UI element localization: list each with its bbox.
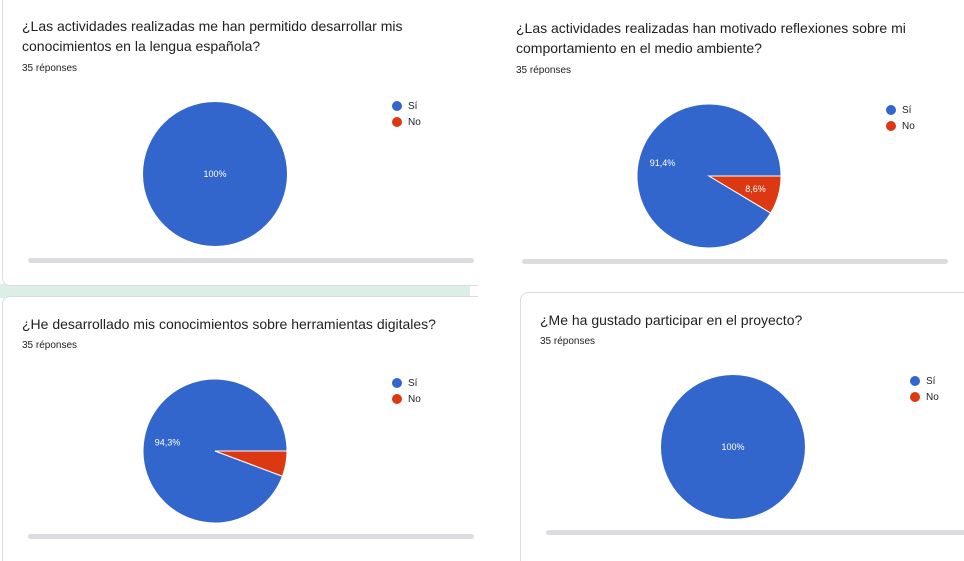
legend-label: No bbox=[926, 391, 939, 403]
pie-slice-si bbox=[661, 375, 805, 519]
question-title: ¿Las actividades realizadas han motivado… bbox=[516, 20, 906, 56]
chart-legend: Sí No bbox=[886, 102, 915, 134]
pie-chart: 91,4% 8,6% bbox=[636, 103, 782, 249]
horizontal-scrollbar[interactable] bbox=[546, 530, 964, 535]
pie-slice-label: 100% bbox=[721, 442, 744, 452]
pie-slice-label: 8,6% bbox=[745, 184, 766, 194]
legend-item-no: No bbox=[886, 118, 915, 134]
legend-swatch bbox=[886, 105, 896, 115]
horizontal-scrollbar[interactable] bbox=[28, 534, 474, 539]
legend-label: Sí bbox=[408, 377, 418, 389]
pie-slice-no bbox=[707, 175, 782, 214]
chart-legend: Sí No bbox=[910, 373, 939, 405]
legend-label: No bbox=[902, 120, 915, 132]
legend-label: Sí bbox=[902, 104, 912, 116]
legend-swatch bbox=[910, 392, 920, 402]
pie-slice-no bbox=[214, 450, 288, 477]
response-count: 35 réponses bbox=[22, 63, 78, 74]
pie-slice-si bbox=[143, 102, 287, 246]
legend-item-si: Sí bbox=[392, 375, 421, 391]
legend-swatch bbox=[392, 378, 402, 388]
legend-swatch bbox=[392, 101, 402, 111]
pie-slice-label: 100% bbox=[203, 169, 226, 179]
legend-item-no: No bbox=[910, 389, 939, 405]
question-title: ¿Las actividades realizadas me han permi… bbox=[22, 18, 403, 54]
response-count: 35 réponses bbox=[540, 336, 596, 347]
legend-swatch bbox=[886, 121, 896, 131]
chart-legend: Sí No bbox=[392, 98, 421, 130]
legend-label: Sí bbox=[926, 375, 936, 387]
page-background-strip bbox=[0, 284, 470, 298]
legend-item-no: No bbox=[392, 114, 421, 130]
legend-label: Sí bbox=[408, 100, 418, 112]
legend-item-si: Sí bbox=[886, 102, 915, 118]
pie-chart: 94,3% bbox=[142, 378, 288, 524]
pie-slice-label: 94,3% bbox=[155, 437, 181, 447]
legend-label: No bbox=[408, 116, 421, 128]
pie-chart: 100% bbox=[143, 102, 287, 246]
question-card-1: ¿Las actividades realizadas me han permi… bbox=[2, 0, 478, 286]
question-title: ¿He desarrollado mis conocimientos sobre… bbox=[22, 316, 436, 332]
legend-swatch bbox=[910, 376, 920, 386]
response-count: 35 réponses bbox=[22, 340, 78, 351]
question-card-3: ¿He desarrollado mis conocimientos sobre… bbox=[2, 296, 478, 561]
pie-chart: 100% bbox=[661, 375, 805, 519]
legend-item-si: Sí bbox=[910, 373, 939, 389]
legend-label: No bbox=[408, 393, 421, 405]
legend-item-no: No bbox=[392, 391, 421, 407]
question-title: ¿Me ha gustado participar en el proyecto… bbox=[540, 312, 803, 328]
horizontal-scrollbar[interactable] bbox=[522, 259, 948, 264]
legend-swatch bbox=[392, 117, 402, 127]
pie-slice-label: 91,4% bbox=[650, 158, 676, 168]
question-card-2: ¿Las actividades realizadas han motivado… bbox=[496, 0, 964, 286]
response-count: 35 réponses bbox=[516, 65, 572, 76]
legend-swatch bbox=[392, 394, 402, 404]
horizontal-scrollbar[interactable] bbox=[28, 258, 474, 263]
chart-legend: Sí No bbox=[392, 375, 421, 407]
legend-item-si: Sí bbox=[392, 98, 421, 114]
question-card-4: ¿Me ha gustado participar en el proyecto… bbox=[520, 292, 964, 561]
